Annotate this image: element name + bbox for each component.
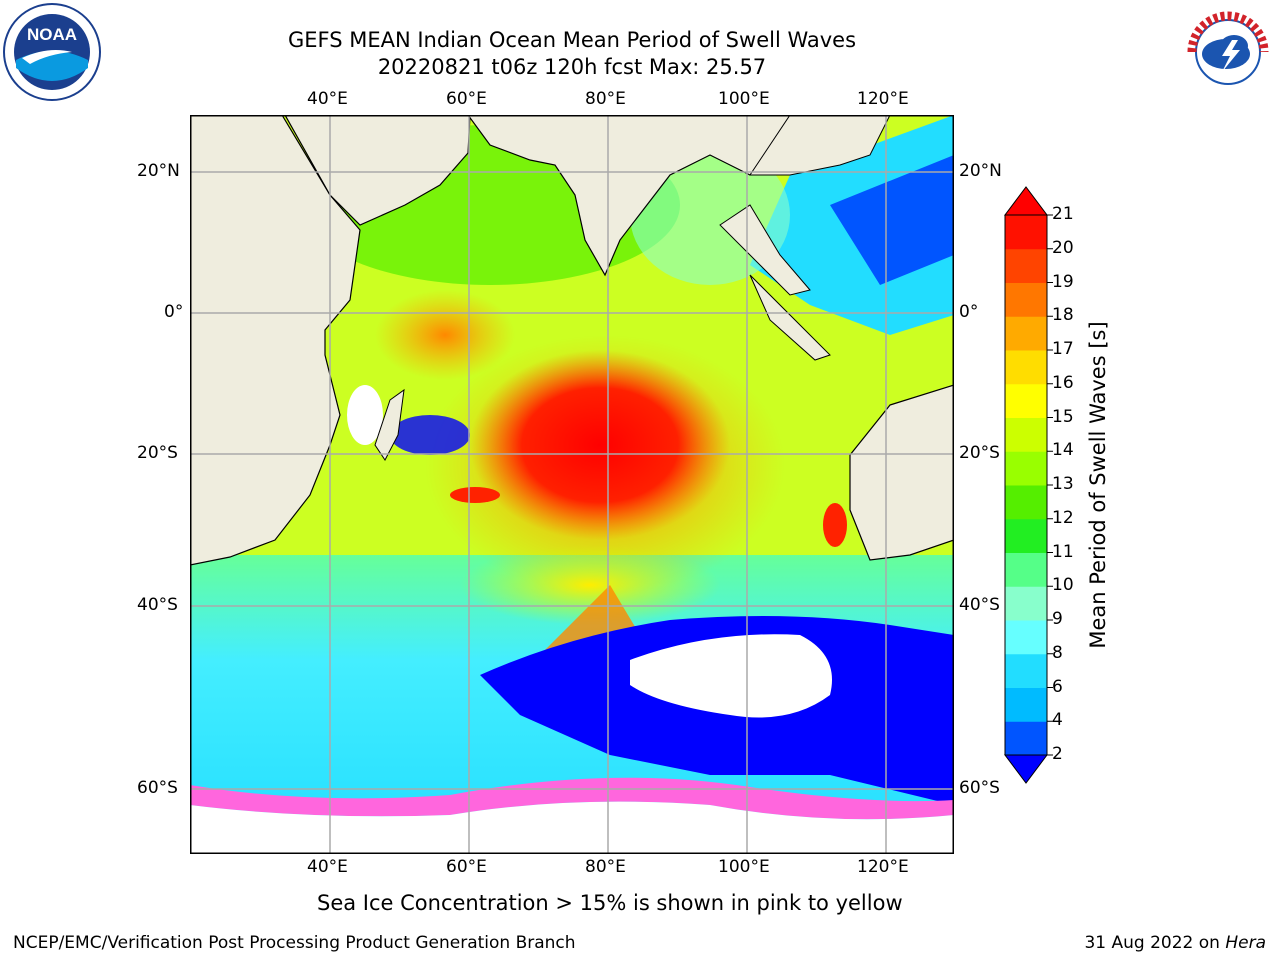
colorbar-bin (1005, 282, 1047, 317)
lon-tick-top-80e: 80°E (585, 89, 626, 109)
lat-tick-right-20s: 20°S (959, 443, 1000, 463)
colorbar-label: 20 (1052, 237, 1074, 258)
colorbar-label: 15 (1052, 406, 1074, 427)
map-panel (190, 115, 954, 854)
colorbar-label: 9 (1052, 609, 1063, 629)
lon-tick-bottom-120e: 120°E (857, 857, 909, 877)
colorbar-bin (1005, 485, 1047, 520)
machine-name: Hera (1225, 933, 1266, 953)
lat-tick-right-60s: 60°S (959, 778, 1000, 798)
svg-text:NOAA: NOAA (27, 25, 77, 44)
colorbar-label: 16 (1052, 372, 1074, 393)
colorbar-bin (1005, 248, 1047, 283)
lat-tick-left-20n: 20°N (137, 161, 180, 181)
colorbar-bin (1005, 215, 1047, 250)
colorbar-label: 10 (1052, 575, 1074, 596)
colorbar-max-extend (1004, 186, 1048, 216)
colorbar-label: 18 (1052, 305, 1074, 326)
colorbar-bin (1005, 383, 1047, 418)
lat-tick-right-20n: 20°N (959, 161, 1002, 181)
colorbar-label: 17 (1052, 339, 1074, 359)
colorbar-bin (1005, 721, 1047, 756)
lon-tick-bottom-40e: 40°E (307, 857, 348, 877)
colorbar-bin (1005, 653, 1047, 688)
colorbar-label: 2 (1052, 744, 1063, 764)
lon-tick-bottom-100e: 100°E (718, 857, 770, 877)
lat-tick-left-40s: 40°S (137, 595, 178, 615)
lon-tick-bottom-60e: 60°E (446, 857, 487, 877)
map-subtitle: 20220821 t06z 120h fcst Max: 25.57 (377, 55, 767, 79)
lat-tick-left-0: 0° (164, 302, 184, 322)
lat-tick-left-60s: 60°S (137, 778, 178, 798)
lon-tick-top-60e: 60°E (446, 89, 487, 109)
colorbar-label: 13 (1052, 474, 1074, 494)
colorbar-label: 21 (1052, 204, 1074, 224)
colorbar-bin (1005, 417, 1047, 452)
colorbar (1004, 186, 1053, 784)
colorbar-bin (1005, 518, 1047, 553)
map-gridlines (190, 115, 954, 854)
colorbar-title: Mean Period of Swell Waves [s] (1086, 321, 1110, 649)
colorbar-bin (1005, 316, 1047, 351)
lat-tick-right-0: 0° (959, 302, 979, 322)
malay-peninsula (719, 204, 811, 296)
sea-ice-note: Sea Ice Concentration > 15% is shown in … (317, 891, 903, 915)
colorbar-bin (1005, 620, 1047, 655)
colorbar-bin (1005, 451, 1047, 486)
colorbar-label: 4 (1052, 710, 1063, 731)
colorbar-label: 6 (1052, 676, 1063, 697)
colorbar-min-extend (1004, 754, 1048, 784)
lon-tick-top-120e: 120°E (857, 89, 909, 109)
sea-ice-fringe (190, 777, 954, 820)
lon-tick-top-100e: 100°E (718, 89, 770, 109)
colorbar-label: 19 (1052, 271, 1074, 292)
run-date-text: 31 Aug 2022 on (1084, 933, 1220, 953)
colorbar-bin (1005, 687, 1047, 722)
colorbar-bin (1005, 552, 1047, 587)
colorbar-label: 8 (1052, 642, 1063, 663)
colorbar-bin (1005, 350, 1047, 385)
colorbar-label: 14 (1052, 440, 1074, 461)
noaa-logo: NOAA (3, 3, 101, 101)
australia-landmass (849, 384, 954, 561)
colorbar-bin (1005, 586, 1047, 621)
map-title: GEFS MEAN Indian Ocean Mean Period of Sw… (287, 28, 857, 52)
colorbar-label: 12 (1052, 507, 1074, 528)
swell-core-red (470, 350, 730, 540)
lon-tick-bottom-80e: 80°E (585, 857, 626, 877)
colorbar-label: 11 (1052, 541, 1074, 562)
map-border (190, 115, 954, 854)
no-data-patch (630, 634, 832, 718)
nws-logo (1180, 4, 1276, 100)
lat-tick-left-20s: 20°S (137, 443, 178, 463)
producer-credit: NCEP/EMC/Verification Post Processing Pr… (13, 933, 576, 953)
run-date: 31 Aug 2022 on Hera (1084, 933, 1266, 953)
lon-tick-top-40e: 40°E (307, 89, 348, 109)
lat-tick-right-40s: 40°S (959, 595, 1000, 615)
